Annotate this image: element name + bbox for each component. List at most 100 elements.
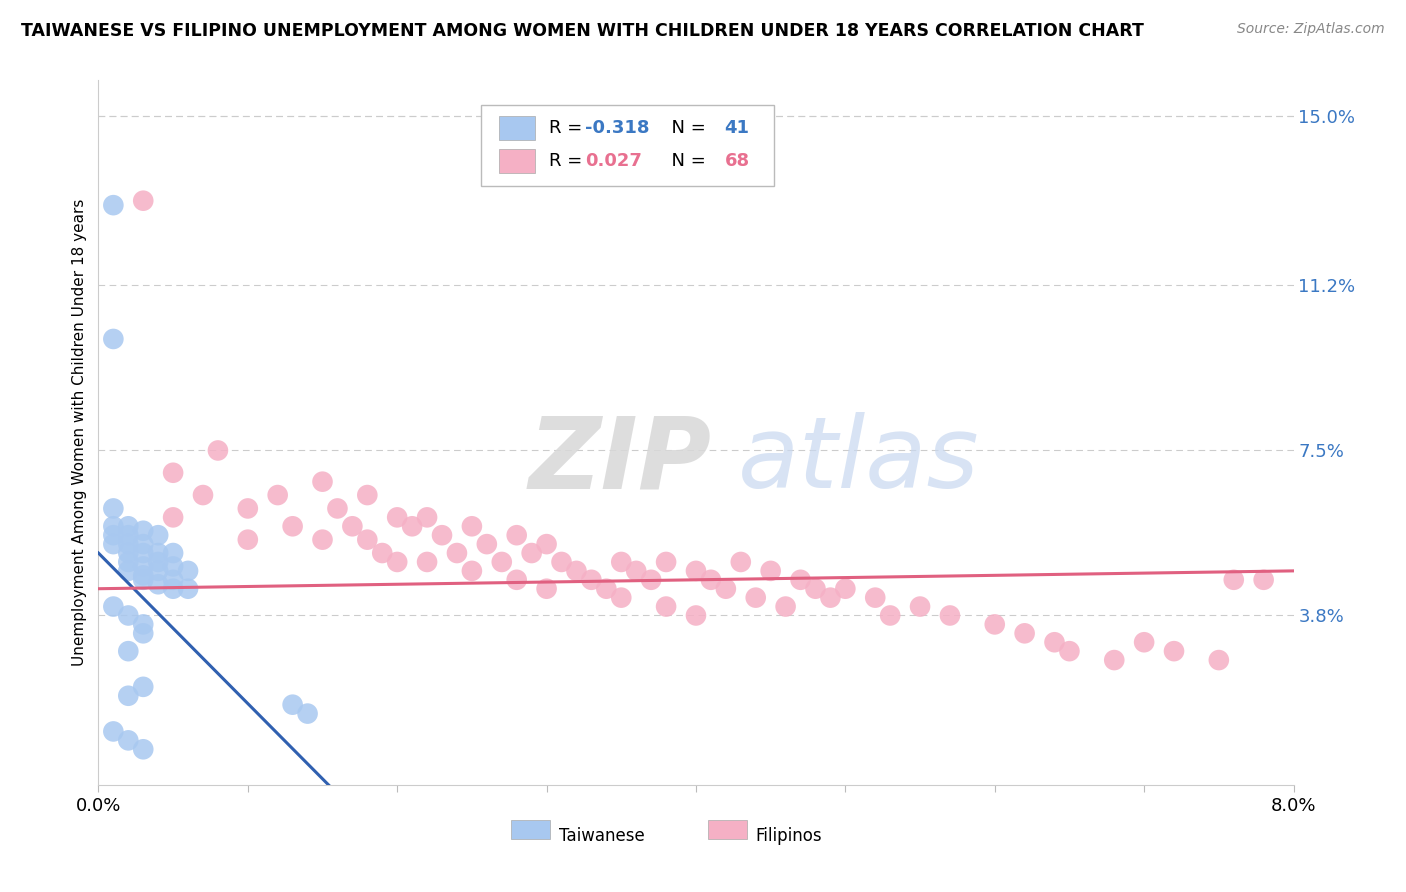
Point (520, 546, 543, 560)
Point (117, 608, 139, 623)
Text: N =: N = (661, 120, 711, 137)
Point (117, 555, 139, 569)
Point (177, 582, 200, 596)
Point (610, 555, 633, 569)
Point (117, 689, 139, 703)
Point (939, 608, 962, 623)
Point (730, 555, 752, 569)
Point (1104, 653, 1126, 667)
Point (103, 537, 125, 551)
Point (1163, 644, 1185, 658)
Point (536, 537, 558, 551)
Point (595, 582, 617, 596)
Point (132, 573, 155, 587)
Point (714, 582, 737, 596)
Point (655, 599, 678, 614)
Point (148, 564, 170, 578)
Point (103, 332, 125, 346)
Point (103, 501, 125, 516)
Point (103, 198, 125, 212)
Text: Source: ZipAtlas.com: Source: ZipAtlas.com (1237, 22, 1385, 37)
Y-axis label: Unemployment Among Women with Children Under 18 years: Unemployment Among Women with Children U… (72, 199, 87, 666)
Text: 68: 68 (724, 153, 749, 170)
Point (1208, 653, 1230, 667)
Point (461, 519, 484, 533)
Point (281, 519, 304, 533)
Point (267, 488, 290, 502)
Point (461, 564, 484, 578)
Point (117, 519, 139, 533)
Point (207, 443, 229, 458)
Point (655, 555, 678, 569)
Point (148, 546, 170, 560)
Point (191, 488, 214, 502)
Point (132, 546, 155, 560)
Point (565, 564, 588, 578)
Point (581, 573, 603, 587)
Point (416, 510, 439, 524)
Point (506, 528, 529, 542)
Point (162, 573, 184, 587)
Point (132, 568, 155, 582)
Point (1059, 644, 1081, 658)
Point (430, 528, 453, 542)
Point (1253, 573, 1275, 587)
Point (984, 617, 1007, 632)
Point (610, 591, 633, 605)
Point (416, 555, 439, 569)
Point (745, 591, 768, 605)
Point (132, 617, 155, 632)
Point (385, 510, 409, 524)
Point (281, 698, 304, 712)
Point (820, 591, 842, 605)
Point (356, 533, 378, 547)
Point (865, 591, 887, 605)
FancyBboxPatch shape (510, 821, 550, 838)
Point (342, 519, 364, 533)
Point (148, 555, 170, 569)
Text: N =: N = (661, 153, 711, 170)
Text: 41: 41 (724, 120, 749, 137)
FancyBboxPatch shape (709, 821, 748, 838)
Point (132, 742, 155, 756)
Point (162, 546, 184, 560)
Point (177, 564, 200, 578)
Point (1014, 626, 1036, 640)
Point (536, 582, 558, 596)
Point (789, 573, 811, 587)
Point (775, 599, 797, 614)
Point (626, 564, 648, 578)
Point (132, 194, 155, 208)
Point (103, 724, 125, 739)
Point (685, 564, 707, 578)
Text: TAIWANESE VS FILIPINO UNEMPLOYMENT AMONG WOMEN WITH CHILDREN UNDER 18 YEARS CORR: TAIWANESE VS FILIPINO UNEMPLOYMENT AMONG… (21, 22, 1144, 40)
FancyBboxPatch shape (499, 149, 534, 173)
Point (103, 599, 125, 614)
Point (475, 537, 498, 551)
Point (700, 573, 723, 587)
Point (132, 626, 155, 640)
Point (103, 528, 125, 542)
FancyBboxPatch shape (499, 115, 534, 140)
Point (1223, 573, 1246, 587)
Point (491, 555, 513, 569)
Point (236, 533, 259, 547)
Point (446, 546, 468, 560)
Text: Filipinos: Filipinos (756, 827, 823, 846)
Point (550, 555, 572, 569)
Point (132, 537, 155, 551)
Text: 0.027: 0.027 (585, 153, 641, 170)
Point (236, 501, 259, 516)
Point (148, 528, 170, 542)
Point (103, 519, 125, 533)
Text: ZIP: ZIP (529, 412, 711, 509)
Point (148, 577, 170, 591)
Point (117, 546, 139, 560)
Point (117, 733, 139, 747)
Point (685, 608, 707, 623)
Point (162, 559, 184, 574)
Point (326, 501, 349, 516)
Point (162, 582, 184, 596)
Point (640, 573, 662, 587)
Text: -0.318: -0.318 (585, 120, 650, 137)
